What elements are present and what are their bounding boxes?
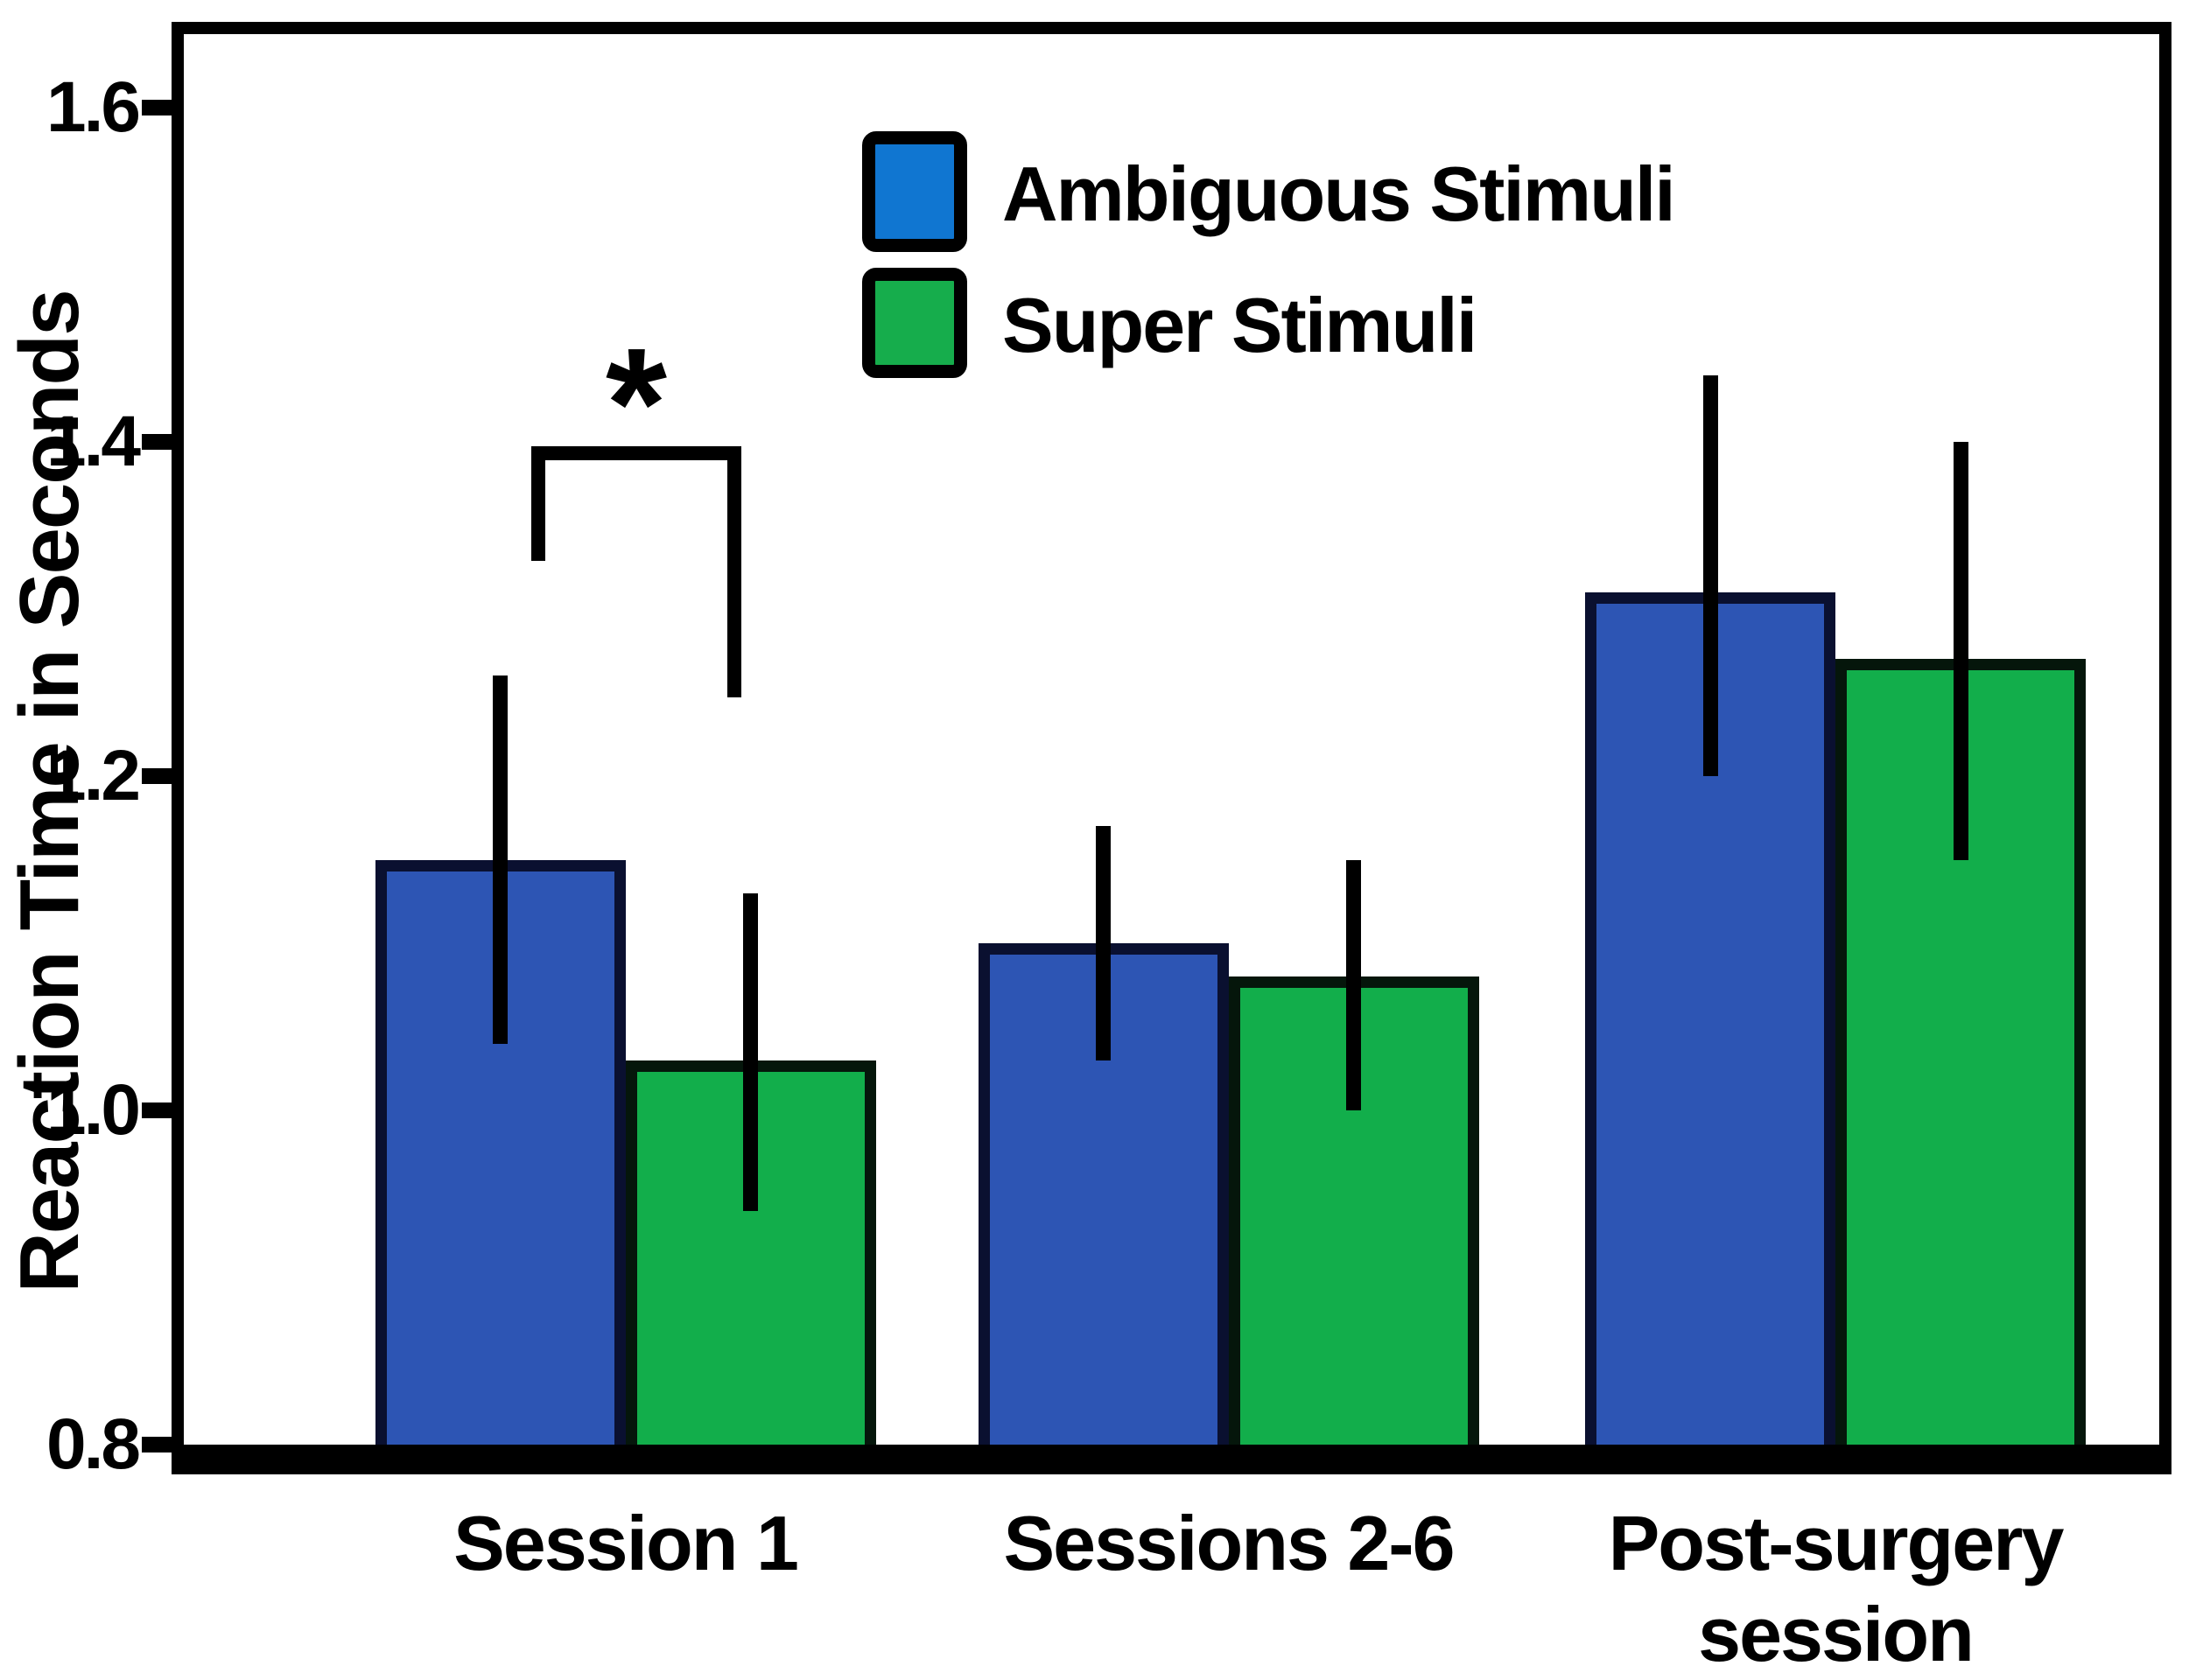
- y-tick-mark: [142, 1437, 173, 1452]
- significance-bracket-top: [531, 446, 741, 460]
- y-tick-label: 1.6: [46, 67, 141, 147]
- x-category-label: Session 1: [453, 1500, 799, 1586]
- significance-asterisk: *: [605, 316, 668, 492]
- y-tick-label: 1.4: [46, 402, 141, 481]
- error-bar-super-2: [1953, 442, 1968, 860]
- x-category-label: Sessions 2-6: [1003, 1500, 1455, 1586]
- bar-ambiguous-2: [1585, 592, 1835, 1462]
- y-tick-mark: [142, 768, 173, 784]
- error-bar-ambiguous-2: [1702, 374, 1718, 776]
- legend-swatch-super: [862, 268, 967, 378]
- y-tick-label: 0.8: [46, 1404, 141, 1484]
- error-bar-super-0: [743, 892, 758, 1211]
- legend-swatch-ambiguous: [862, 131, 967, 252]
- significance-bracket-right-arm: [727, 446, 741, 697]
- error-bar-super-1: [1346, 859, 1361, 1110]
- y-tick-mark: [142, 434, 173, 450]
- y-tick-label: 1.2: [46, 736, 141, 816]
- x-category-label: Post-surgery session: [1608, 1500, 2065, 1677]
- y-tick-mark: [142, 100, 173, 116]
- y-tick-mark: [142, 1102, 173, 1118]
- error-bar-ambiguous-0: [493, 676, 508, 1044]
- y-tick-label: 1.0: [46, 1070, 141, 1150]
- error-bar-ambiguous-1: [1096, 826, 1111, 1060]
- legend-label-ambiguous: Ambiguous Stimuli: [1002, 150, 1676, 237]
- legend-label-super: Super Stimuli: [1002, 282, 1477, 368]
- significance-bracket-left-arm: [531, 446, 545, 561]
